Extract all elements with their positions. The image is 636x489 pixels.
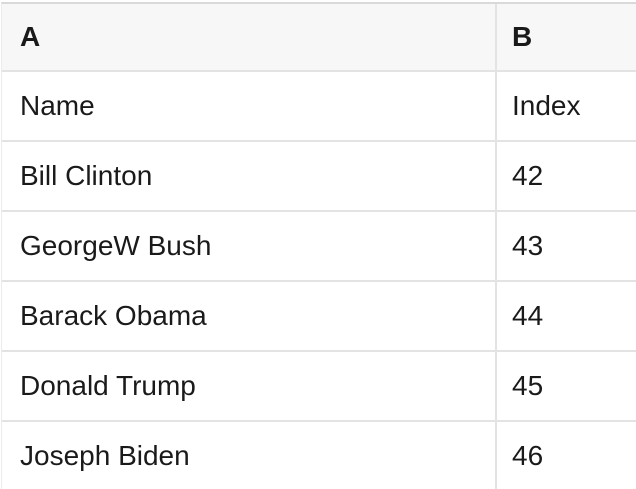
cell-a3[interactable]: GeorgeW Bush — [2, 212, 497, 280]
column-header-b[interactable]: B — [512, 21, 533, 52]
table-row: Bill Clinton 42 — [2, 142, 636, 212]
cell-b6[interactable]: 46 — [512, 440, 544, 471]
cell-a4[interactable]: Barack Obama — [2, 282, 497, 350]
cell-b3[interactable]: 43 — [512, 230, 544, 261]
cell-b1[interactable]: Index — [512, 90, 581, 121]
cell-b2[interactable]: 42 — [512, 160, 544, 191]
cell-b5[interactable]: 45 — [512, 370, 544, 401]
table-row: Joseph Biden 46 — [2, 422, 636, 489]
cell-a1[interactable]: Name — [2, 72, 497, 140]
cell-a6[interactable]: Joseph Biden — [2, 422, 497, 489]
table-row: Name Index — [2, 72, 636, 142]
column-header-a[interactable]: A — [2, 4, 497, 70]
cell-a2[interactable]: Bill Clinton — [2, 142, 497, 210]
table-row: Barack Obama 44 — [2, 282, 636, 352]
table-row: GeorgeW Bush 43 — [2, 212, 636, 282]
cell-a5[interactable]: Donald Trump — [2, 352, 497, 420]
column-header-row: A B — [2, 4, 636, 72]
cell-b4[interactable]: 44 — [512, 300, 544, 331]
table-row: Donald Trump 45 — [2, 352, 636, 422]
